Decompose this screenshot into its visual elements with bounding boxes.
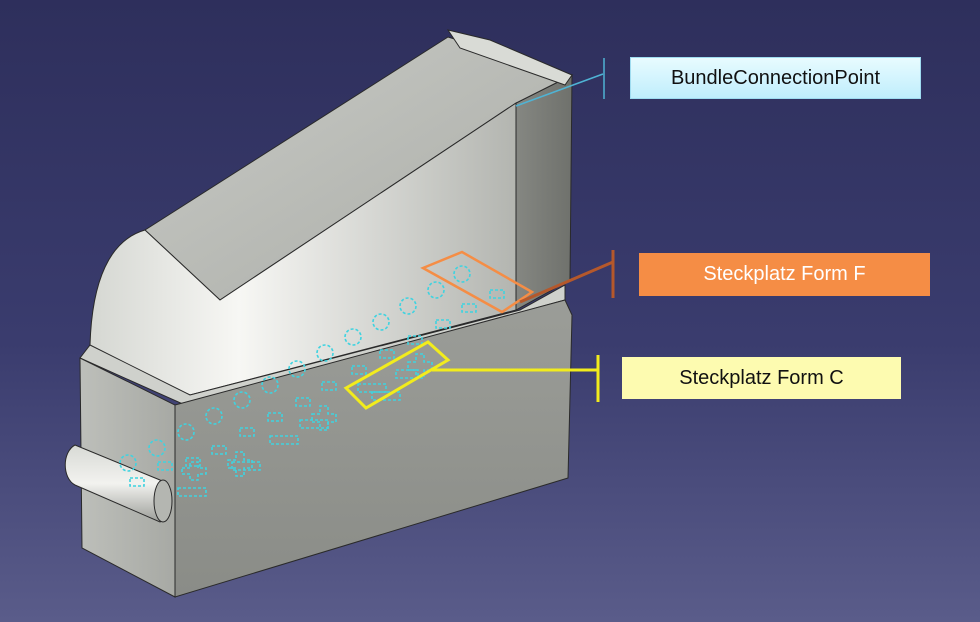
slot-circle-row: [119, 265, 471, 472]
slot-rect-row-middle: [129, 289, 505, 487]
form-f-leader: [519, 260, 614, 304]
steckplatz-form-c-label: Steckplatz Form C: [622, 357, 901, 399]
form-f-highlight: [420, 250, 535, 314]
slot-rect-row-lower: [177, 369, 419, 497]
form-c-highlight: [343, 340, 451, 410]
upper-block-right-face: [515, 74, 573, 311]
steckplatz-form-f-label: Steckplatz Form F: [639, 253, 930, 296]
top-ridge: [446, 29, 573, 86]
ledge: [79, 284, 566, 406]
connector-slots: [119, 265, 505, 497]
cylinder-end-cap: [153, 479, 173, 523]
lower-block-front-face: [174, 299, 573, 598]
bundle-leader: [515, 73, 604, 107]
bundle-connection-point-label: BundleConnectionPoint: [630, 57, 921, 99]
